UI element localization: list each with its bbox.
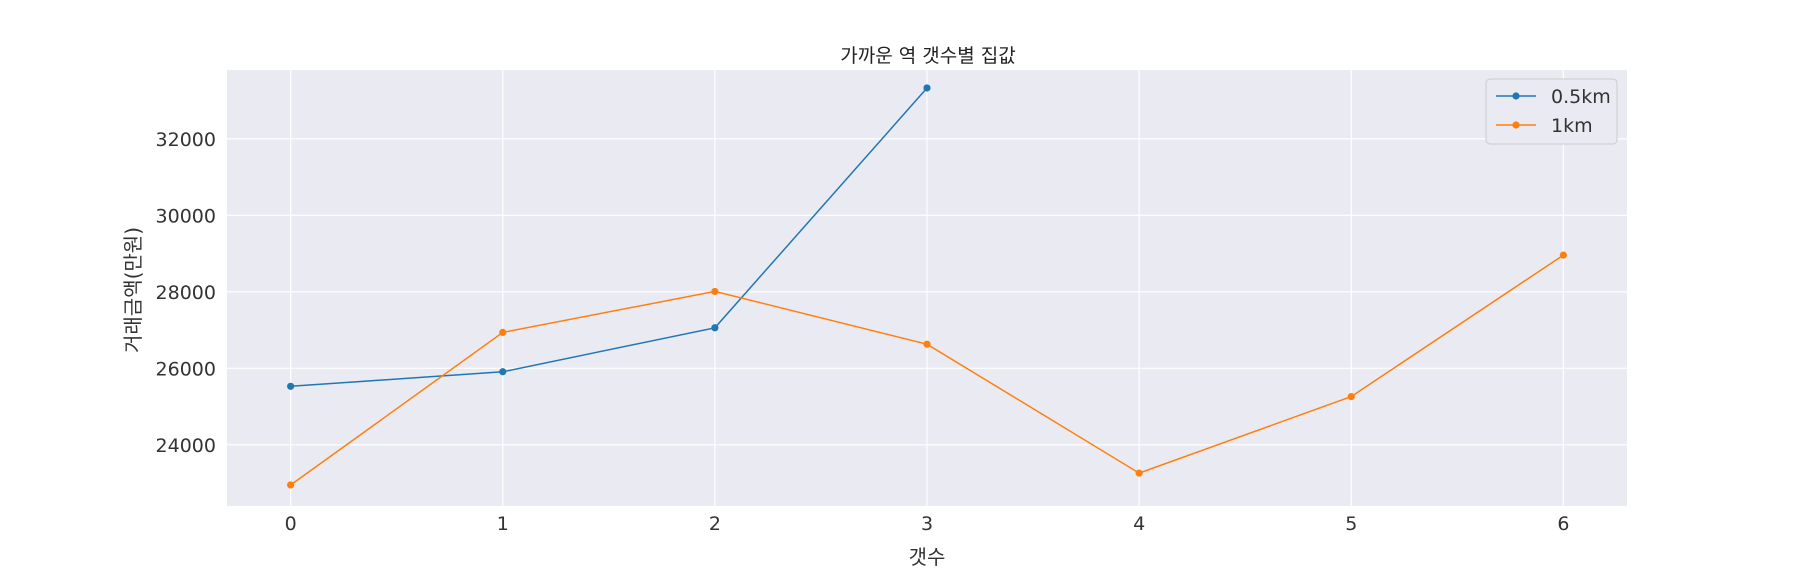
x-tick-label: 0 [285, 513, 297, 535]
chart-title: 가까운 역 갯수별 집값 [840, 45, 1015, 67]
x-tick-label: 3 [921, 513, 933, 535]
data-point [499, 368, 507, 376]
y-tick-label: 30000 [156, 205, 216, 227]
legend: 0.5km 1km [1485, 78, 1618, 145]
data-point [287, 382, 295, 390]
data-point [711, 324, 719, 332]
data-point [1559, 251, 1567, 259]
data-point [499, 328, 507, 336]
x-tick-label: 5 [1345, 513, 1357, 535]
x-tick-label: 6 [1557, 513, 1569, 535]
data-point [923, 340, 931, 348]
y-axis-ticks: 24000 26000 28000 30000 32000 [156, 129, 216, 457]
series-group [287, 84, 1567, 489]
data-point [1135, 469, 1143, 477]
y-tick-label: 28000 [156, 282, 216, 304]
x-axis-label: 갯수 [909, 545, 946, 569]
x-tick-label: 1 [497, 513, 509, 535]
x-tick-label: 2 [709, 513, 721, 535]
legend-marker [1512, 92, 1520, 100]
y-tick-label: 26000 [156, 358, 216, 380]
data-point [1347, 393, 1355, 401]
data-point [923, 84, 931, 92]
legend-label: 0.5km [1551, 86, 1611, 108]
x-tick-label: 4 [1133, 513, 1145, 535]
y-tick-label: 24000 [156, 435, 216, 457]
grid-lines [227, 70, 1627, 506]
legend-label: 1km [1551, 115, 1593, 137]
series-line-0.5km [290, 87, 928, 388]
y-tick-label: 32000 [156, 129, 216, 151]
y-axis-label: 거래금액(만원) [121, 227, 145, 353]
legend-marker [1512, 121, 1520, 129]
data-point [711, 287, 719, 296]
x-axis-ticks: 0 1 2 3 4 5 6 [285, 513, 1570, 535]
data-point [287, 481, 295, 489]
